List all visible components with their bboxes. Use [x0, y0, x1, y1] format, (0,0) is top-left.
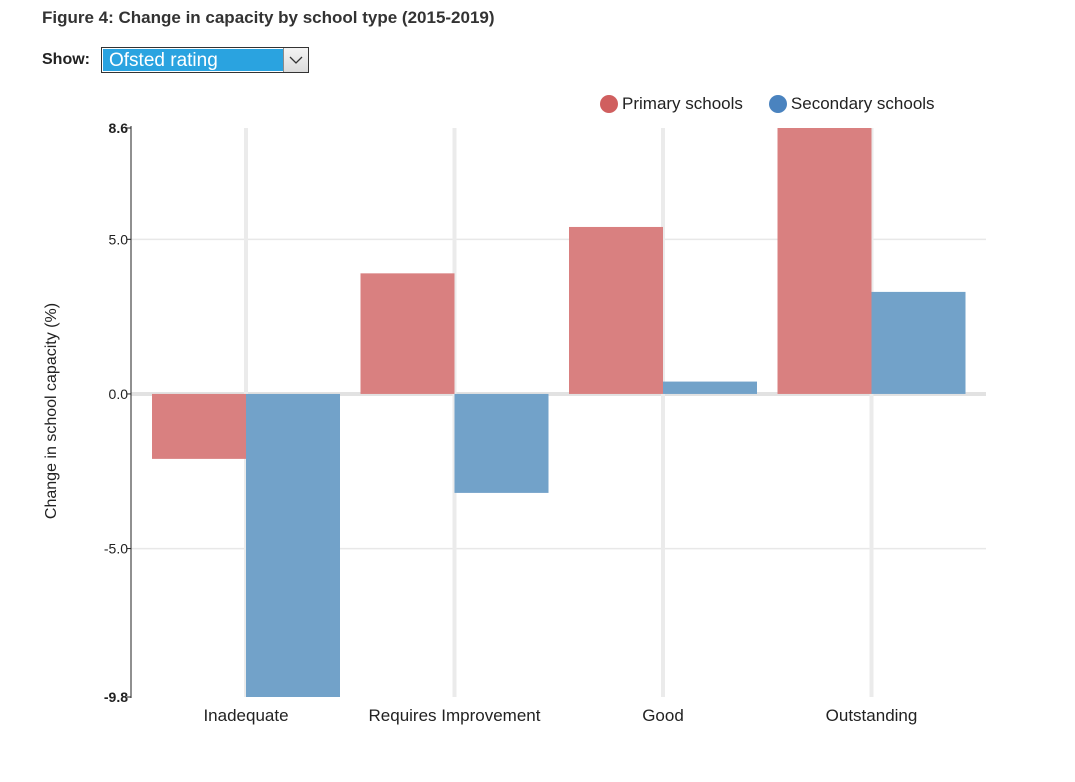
bar-primary	[360, 273, 455, 394]
legend-item-primary[interactable]: Primary schools	[600, 94, 743, 114]
bar-secondary	[871, 291, 966, 394]
x-tick-label: Inadequate	[203, 706, 288, 725]
bar-secondary	[246, 393, 340, 697]
show-control: Show: Ofsted rating	[42, 46, 309, 74]
legend-dot-secondary	[768, 95, 787, 113]
legend-label-primary: Primary schools	[622, 94, 743, 113]
y-tick-label: 8.6	[109, 120, 129, 136]
page-title: Figure 4: Change in capacity by school t…	[42, 8, 495, 27]
bar-primary	[777, 128, 872, 394]
chevron-down-icon	[289, 56, 303, 64]
y-tick-label: -9.8	[104, 689, 128, 705]
x-tick-label: Good	[642, 706, 684, 725]
y-tick-label: -5.0	[104, 541, 128, 557]
x-tick-label: Requires Improvement	[369, 706, 541, 725]
dropdown-button[interactable]	[283, 48, 308, 72]
legend: Primary schools Secondary schools	[600, 94, 961, 114]
bars-layer	[152, 128, 966, 697]
show-label: Show:	[42, 51, 90, 68]
bar-secondary	[663, 381, 757, 394]
bar-primary	[152, 393, 246, 459]
legend-item-secondary[interactable]: Secondary schools	[768, 94, 935, 114]
legend-dot-primary	[600, 95, 618, 113]
bar-primary	[569, 226, 663, 394]
show-dropdown-value[interactable]: Ofsted rating	[103, 49, 283, 71]
legend-label-secondary: Secondary schools	[790, 94, 935, 113]
y-tick-label: 0.0	[109, 386, 129, 402]
x-tick-label: Outstanding	[826, 706, 918, 725]
show-dropdown[interactable]: Ofsted rating	[101, 47, 309, 73]
bar-secondary	[454, 393, 549, 493]
y-tick-label: 5.0	[109, 231, 129, 247]
axis-layer: 8.6 5.0 0.0 -5.0 -9.8 Inadequate Requires Impr…	[104, 120, 917, 725]
